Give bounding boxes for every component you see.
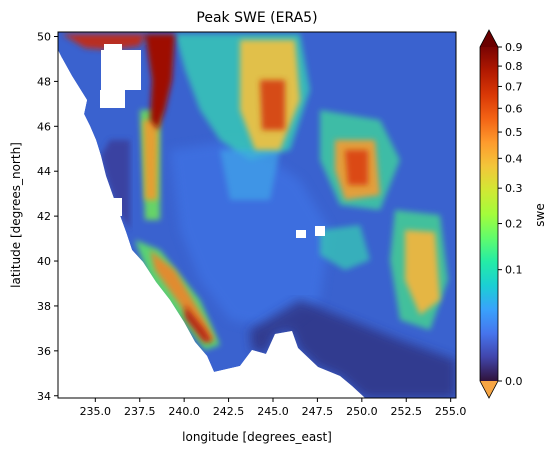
colorbar-tick-label: 0.0: [505, 375, 523, 388]
baja-mask: [214, 331, 365, 398]
y-tick-label: 46: [37, 120, 51, 133]
snow-maxima: [62, 34, 368, 342]
colorbar-tick-label: 0.2: [505, 218, 523, 231]
colorbar-tick-label: 0.4: [505, 152, 523, 165]
y-tick-label: 34: [37, 390, 51, 403]
heatmap: [58, 32, 456, 398]
x-tick-label: 235.0: [80, 405, 112, 418]
y-tick-label: 40: [37, 255, 51, 268]
coastal-lowlands: [101, 140, 130, 230]
x-axis-label: longitude [degrees_east]: [182, 430, 332, 444]
y-tick-label: 48: [37, 75, 51, 88]
y-tick-label: 44: [37, 165, 51, 178]
y-tick-label: 36: [37, 345, 51, 358]
colorbar-tick-label: 0.7: [505, 80, 523, 93]
colorbar-tick-label: 0.1: [505, 264, 523, 277]
colorbar-ticks: 0.0 0.1 0.2 0.3 0.4 0.5 0.6 0.7 0.8 0.9: [498, 41, 523, 388]
colorbar-tick-label: 0.5: [505, 126, 523, 139]
coastline-mask: [58, 58, 214, 398]
colorbar-body: [480, 47, 498, 381]
y-axis-label: latitude [degrees_north]: [9, 142, 23, 288]
interior-basin: [170, 140, 330, 330]
snow-peaks: [143, 40, 440, 342]
x-tick-label: 252.5: [391, 405, 423, 418]
y-axis: 34 36 38 40 42 44 46 48 50: [37, 30, 58, 403]
colorbar-tick-label: 0.8: [505, 60, 523, 73]
colorbar-extend-under: [480, 381, 498, 398]
x-tick-label: 240.0: [168, 405, 200, 418]
x-tick-label: 255.0: [435, 405, 467, 418]
y-tick-label: 50: [37, 30, 51, 43]
colorbar-label: swe: [533, 203, 547, 226]
x-tick-label: 242.5: [213, 405, 245, 418]
colorbar: 0.0 0.1 0.2 0.3 0.4 0.5 0.6 0.7 0.8 0.9 swe: [479, 29, 547, 399]
y-tick-label: 42: [37, 210, 51, 223]
chart-title: Peak SWE (ERA5): [196, 10, 317, 26]
colorbar-tick-label: 0.9: [505, 41, 523, 54]
x-tick-label: 237.5: [124, 405, 156, 418]
x-tick-label: 247.5: [302, 405, 334, 418]
colorbar-extend-over: [480, 30, 498, 47]
x-tick-label: 245.0: [257, 405, 289, 418]
x-tick-label: 250.0: [346, 405, 378, 418]
colorbar-tick-label: 0.6: [505, 102, 523, 115]
y-tick-label: 38: [37, 300, 51, 313]
colorbar-tick-label: 0.3: [505, 182, 523, 195]
x-axis: 235.0 237.5 240.0 242.5 245.0 247.5 250.0 252.5…: [80, 398, 467, 418]
plot-frame: [57, 31, 457, 399]
southwest-desert: [250, 300, 456, 398]
